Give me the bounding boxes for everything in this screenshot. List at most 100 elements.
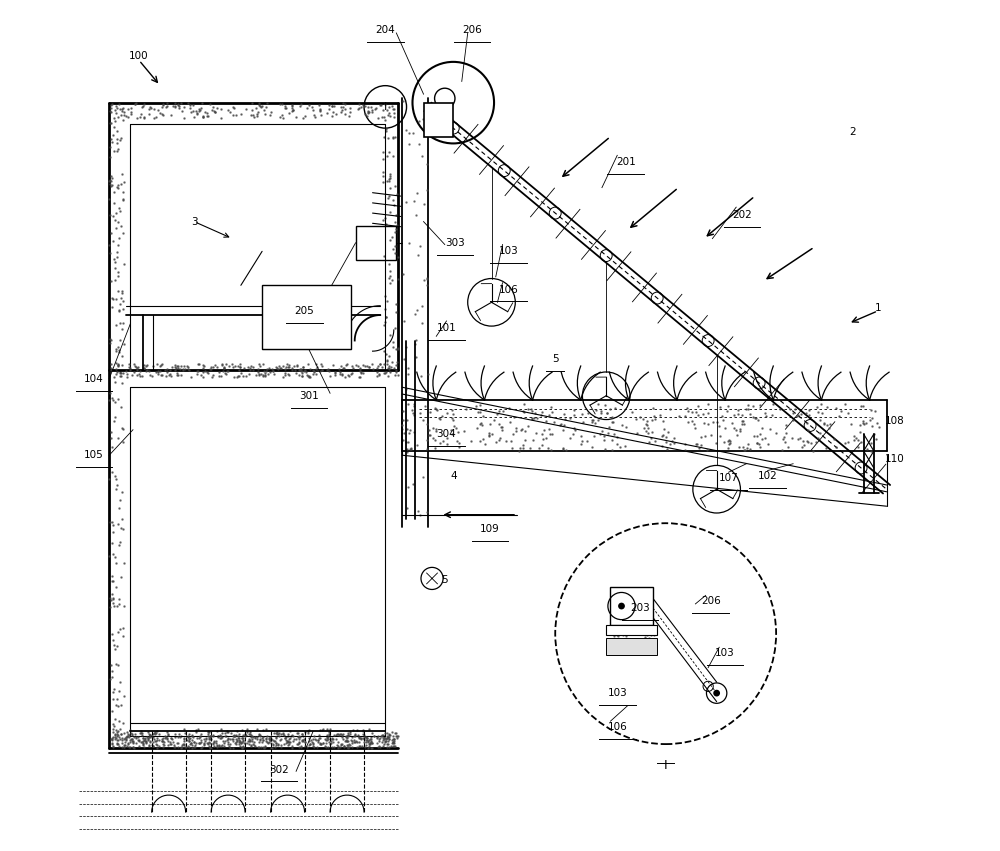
Point [112,732,128,745]
Point [493,420,509,434]
Point [662,403,678,416]
Point [108,363,124,376]
Point [721,437,737,451]
Point [254,100,270,113]
Point [105,592,121,606]
Point [351,731,367,745]
Point [103,362,119,375]
Point [106,120,122,134]
Point [102,208,118,222]
Point [716,435,732,448]
Point [232,360,248,374]
Point [365,362,381,375]
Point [386,737,402,751]
Point [149,357,165,371]
Point [107,733,123,746]
Point [235,740,251,753]
Point [242,362,258,375]
Point [406,194,422,208]
Point [370,111,386,124]
Point [411,138,427,151]
Point [146,732,162,745]
Point [101,238,117,252]
Point [601,622,617,636]
Point [311,728,327,742]
Point [280,738,296,751]
Point [205,728,221,741]
Point [110,431,126,445]
Point [107,470,123,483]
Point [258,722,274,736]
Point [228,732,244,745]
Point [110,738,126,751]
Point [321,725,337,739]
Point [495,404,511,418]
Point [573,437,589,450]
Point [105,717,121,731]
Point [331,728,347,742]
Point [336,362,352,375]
Point [243,730,259,744]
Point [390,250,406,264]
Point [293,363,309,376]
Point [194,740,210,753]
Point [103,658,119,671]
Point [173,368,189,382]
Point [105,740,121,754]
Point [109,477,125,491]
Point [361,740,377,753]
Point [381,359,397,373]
Point [388,208,404,222]
Point [158,369,174,383]
Point [202,736,218,750]
Point [443,424,459,437]
Point [726,421,742,435]
Point [227,359,243,373]
Point [250,365,266,379]
Point [263,733,279,746]
Point [361,733,377,746]
Point [222,106,238,119]
Point [376,367,392,380]
Point [284,363,300,377]
Point [853,435,869,448]
Point [255,723,271,737]
Point [127,97,143,111]
Point [379,294,395,308]
Point [395,94,411,108]
Point [166,739,182,752]
Point [446,420,462,433]
Point [659,443,675,456]
Point [213,102,229,116]
Point [777,435,793,448]
Point [117,739,133,752]
Point [145,734,161,748]
Point [103,357,119,371]
Point [711,419,727,432]
Point [161,368,177,382]
Point [306,109,322,123]
Point [340,728,356,742]
Point [515,404,531,418]
Point [337,369,353,383]
Point [216,362,232,375]
Point [128,731,144,745]
Point [104,515,120,528]
Point [109,124,125,138]
Point [307,111,323,124]
Point [330,741,346,755]
Point [379,149,395,163]
Point [448,421,464,435]
Point [520,403,536,416]
Point [401,137,417,151]
Point [238,728,254,742]
Point [291,363,307,377]
Point [170,736,186,750]
Point [610,629,626,643]
Point [140,732,156,745]
Point [106,185,122,198]
Point [384,736,400,750]
Text: I: I [664,759,667,773]
Point [344,366,360,380]
Point [219,725,235,739]
